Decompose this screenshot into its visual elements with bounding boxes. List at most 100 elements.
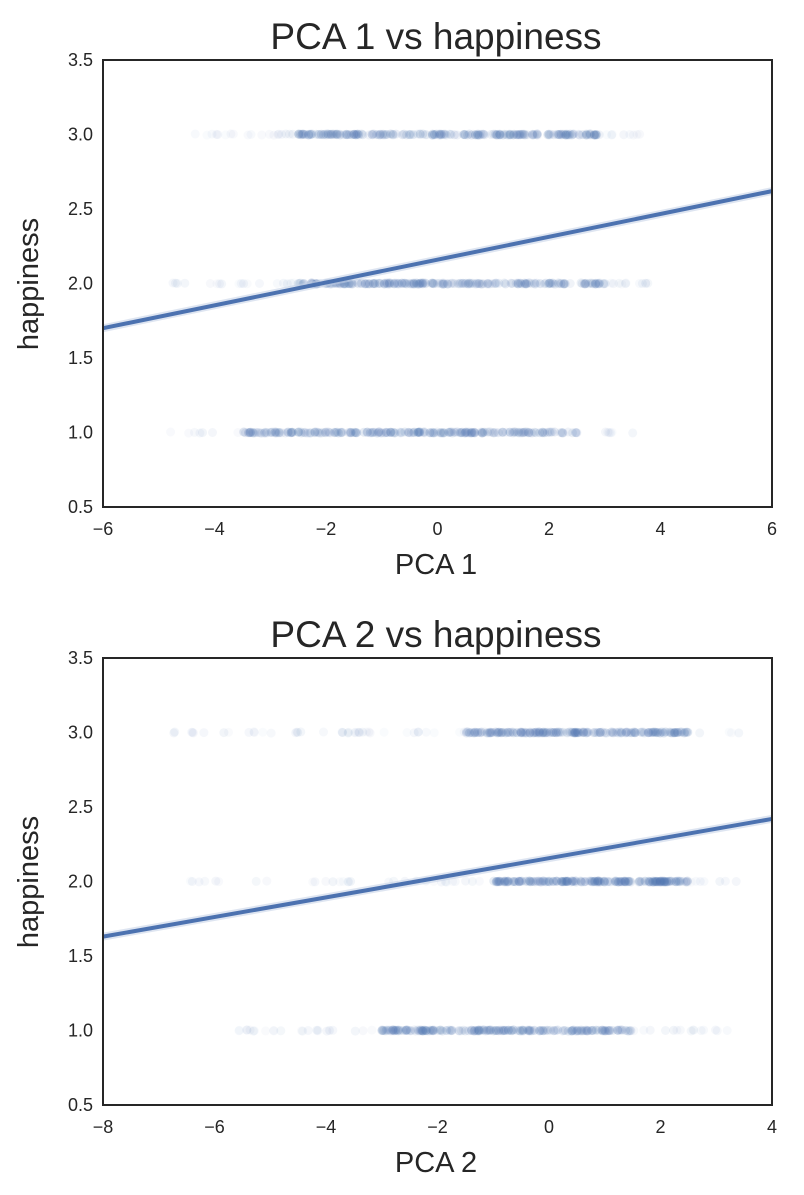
scatter-point — [330, 428, 340, 438]
scatter-point — [691, 876, 701, 886]
scatter-point — [613, 877, 623, 887]
scatter-point — [595, 877, 605, 887]
scatter-point — [585, 129, 595, 139]
scatter-point — [335, 129, 345, 139]
scatter-point — [365, 428, 375, 437]
scatter-point — [505, 129, 515, 139]
scatter-point — [491, 278, 501, 288]
scatter-point — [311, 129, 321, 139]
scatter-point — [331, 129, 341, 139]
scatter-point — [581, 1025, 591, 1035]
x-tick-label: −6 — [204, 1117, 225, 1137]
scatter-point — [323, 130, 333, 140]
scatter-point — [590, 727, 600, 737]
scatter-point — [287, 428, 297, 438]
scatter-point — [519, 129, 529, 139]
scatter-point — [389, 279, 399, 289]
scatter-point — [441, 130, 451, 140]
scatter-point — [494, 1025, 504, 1035]
scatter-point — [664, 727, 674, 737]
scatter-point — [531, 876, 541, 886]
x-tick-label: −8 — [93, 1117, 114, 1137]
scatter-point — [570, 728, 580, 737]
scatter-point — [578, 1026, 588, 1036]
scatter-point — [543, 427, 552, 437]
scatter-point — [519, 1025, 529, 1035]
scatter-point — [381, 1026, 391, 1036]
scatter-point — [514, 130, 524, 139]
scatter-point — [518, 427, 528, 437]
scatter-point — [386, 427, 396, 437]
scatter-point — [597, 877, 607, 886]
scatter-point — [546, 129, 556, 139]
scatter-point — [664, 876, 674, 886]
scatter-point — [262, 876, 272, 886]
scatter-point — [318, 427, 328, 437]
scatter-point — [428, 130, 438, 140]
scatter-point — [660, 877, 670, 887]
scatter-point — [469, 1025, 479, 1035]
scatter-point — [526, 1026, 536, 1036]
scatter-point — [634, 877, 644, 887]
scatter-point — [520, 728, 530, 738]
scatter-point — [380, 130, 389, 140]
scatter-point — [247, 428, 257, 437]
scatter-point — [395, 1025, 405, 1035]
scatter-point — [554, 728, 564, 737]
scatter-point — [421, 130, 430, 140]
scatter-point — [171, 278, 180, 288]
scatter-point — [525, 727, 535, 737]
scatter-point — [483, 278, 493, 288]
scatter-point — [623, 727, 633, 737]
scatter-point — [257, 131, 266, 140]
scatter-point — [398, 130, 407, 140]
scatter-point — [576, 278, 586, 288]
scatter-point — [568, 428, 577, 438]
scatter-point — [548, 877, 558, 886]
scatter-point — [593, 876, 603, 886]
scatter-point — [548, 876, 558, 886]
scatter-point — [258, 728, 267, 737]
scatter-point — [483, 279, 493, 288]
scatter-point — [594, 876, 604, 886]
scatter-point — [378, 129, 388, 139]
scatter-point — [488, 1025, 498, 1035]
scatter-point — [616, 728, 626, 738]
scatter-point — [474, 130, 484, 140]
scatter-point — [661, 1026, 670, 1035]
scatter-point — [463, 428, 473, 438]
scatter-point — [545, 278, 555, 288]
scatter-point — [518, 1025, 528, 1035]
scatter-point — [283, 427, 293, 437]
scatter-point — [214, 877, 224, 887]
scatter-point — [413, 427, 423, 437]
scatter-point — [565, 279, 575, 288]
scatter-point — [527, 1026, 537, 1036]
scatter-point — [605, 877, 615, 887]
x-tick-label: 2 — [544, 519, 554, 539]
scatter-point — [656, 727, 666, 737]
scatter-point — [586, 876, 596, 886]
scatter-point — [587, 278, 597, 288]
scatter-point — [401, 1025, 411, 1035]
scatter-point — [635, 279, 644, 288]
scatter-point — [418, 1026, 428, 1036]
scatter-point — [653, 727, 663, 737]
scatter-point — [528, 727, 538, 737]
scatter-point — [509, 877, 519, 886]
x-tick-label: −6 — [93, 519, 114, 539]
scatter-point — [699, 877, 709, 886]
scatter-point — [485, 1025, 495, 1035]
scatter-point — [558, 876, 568, 886]
scatter-point — [404, 130, 414, 140]
scatter-point — [310, 428, 319, 438]
scatter-point — [402, 130, 412, 140]
scatter-point — [306, 428, 316, 438]
scatter-point — [613, 877, 623, 887]
scatter-point — [390, 428, 400, 438]
scatter-point — [603, 877, 613, 887]
scatter-point — [509, 427, 519, 437]
scatter-point — [652, 728, 662, 738]
scatter-point — [525, 1025, 535, 1035]
scatter-point — [538, 427, 547, 437]
